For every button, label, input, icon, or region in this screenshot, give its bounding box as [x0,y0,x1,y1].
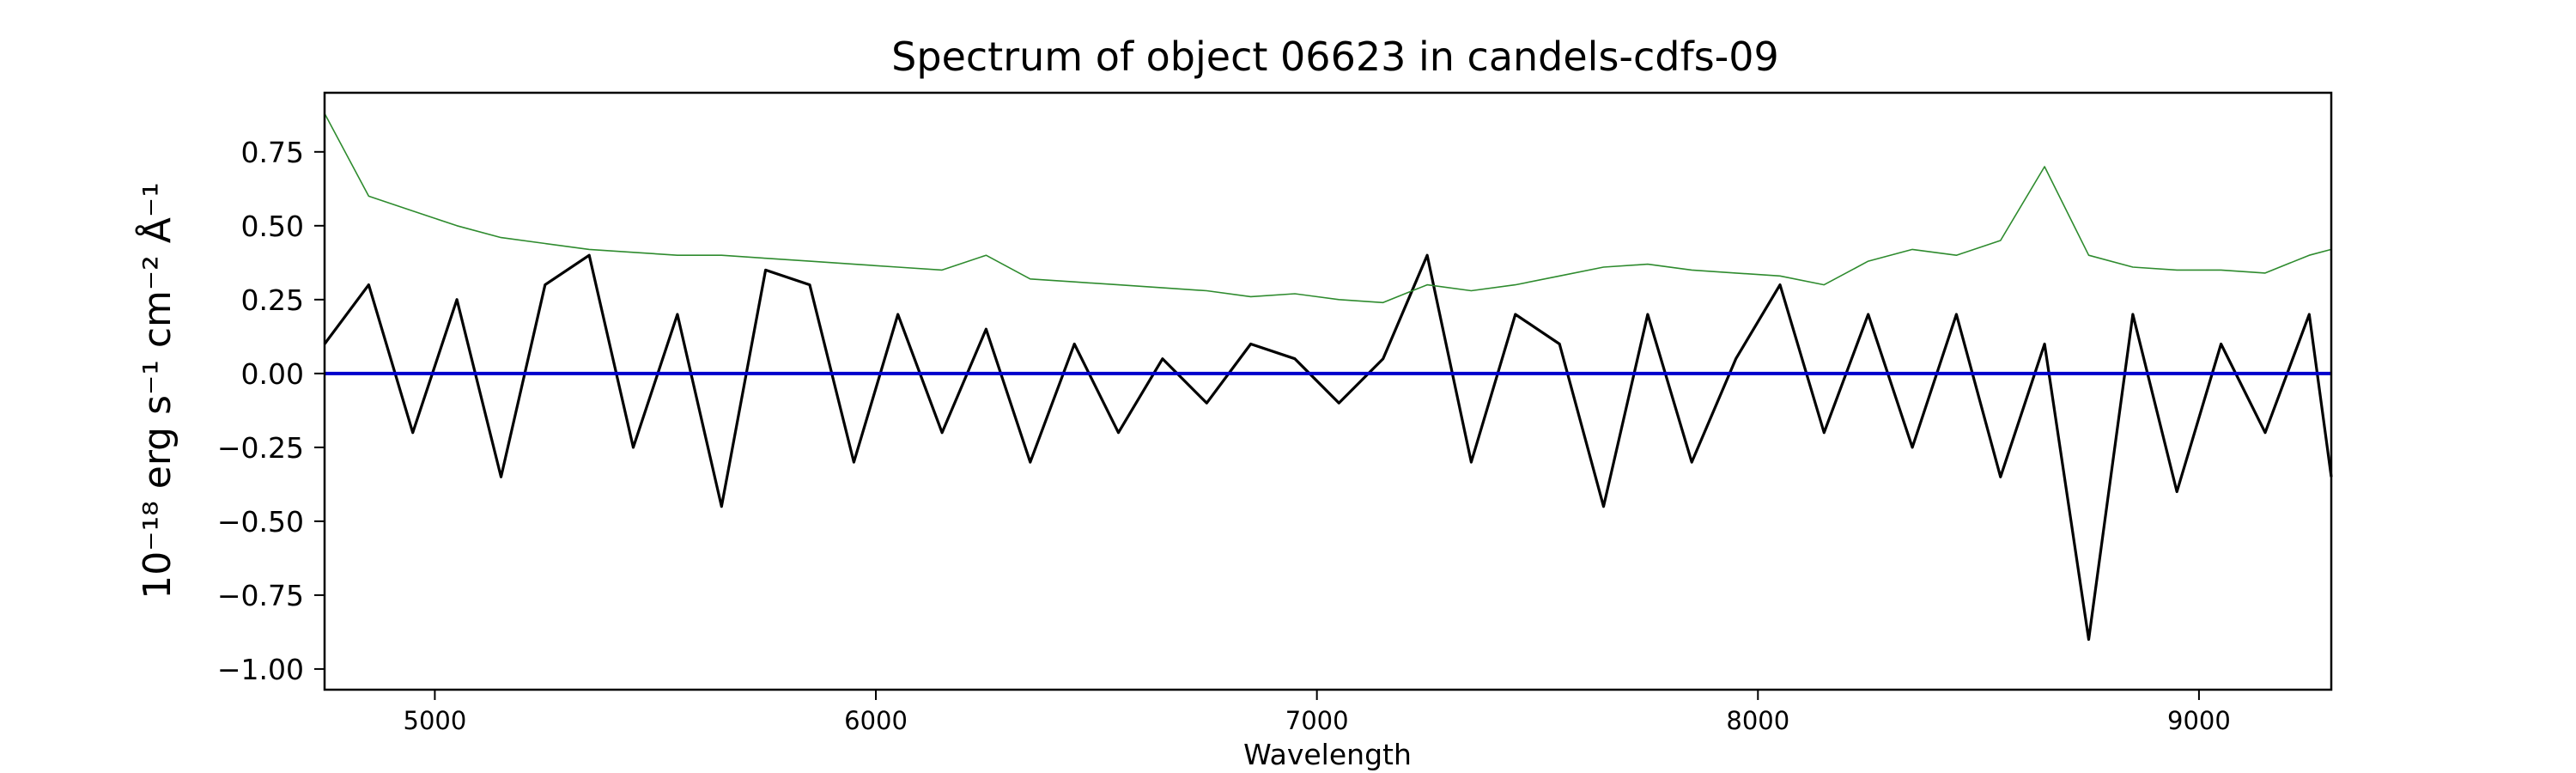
y-tick-label: 0.50 [241,210,304,243]
y-tick-label: 0.00 [241,357,304,391]
chart-title: Spectrum of object 06623 in candels-cdfs… [891,33,1779,80]
ticks-layer: 5000 6000 7000 8000 9000 0.75 0.50 0.25 0.00 −0.2… [217,136,2231,735]
y-tick-label: −1.00 [217,653,304,686]
y-tick-label: −0.75 [217,579,304,612]
y-tick-label: −0.50 [217,505,304,539]
x-tick-label: 6000 [844,706,908,735]
series-line-flux [323,253,2333,642]
x-tick-label: 7000 [1285,706,1349,735]
x-axis-label: Wavelength [1243,738,1412,771]
x-tick-label: 5000 [404,706,467,735]
y-axis-label: 10⁻¹⁸ erg s⁻¹ cm⁻² Å⁻¹ [134,182,179,599]
x-tick-label: 9000 [2167,706,2231,735]
y-tick-label: 0.75 [241,136,304,169]
series-layer [323,113,2333,642]
y-tick-label: −0.25 [217,431,304,465]
x-tick-label: 8000 [1726,706,1789,735]
series-line-model [324,113,2332,304]
y-tick-label: 0.25 [241,283,304,317]
plot-frame [323,91,2333,691]
